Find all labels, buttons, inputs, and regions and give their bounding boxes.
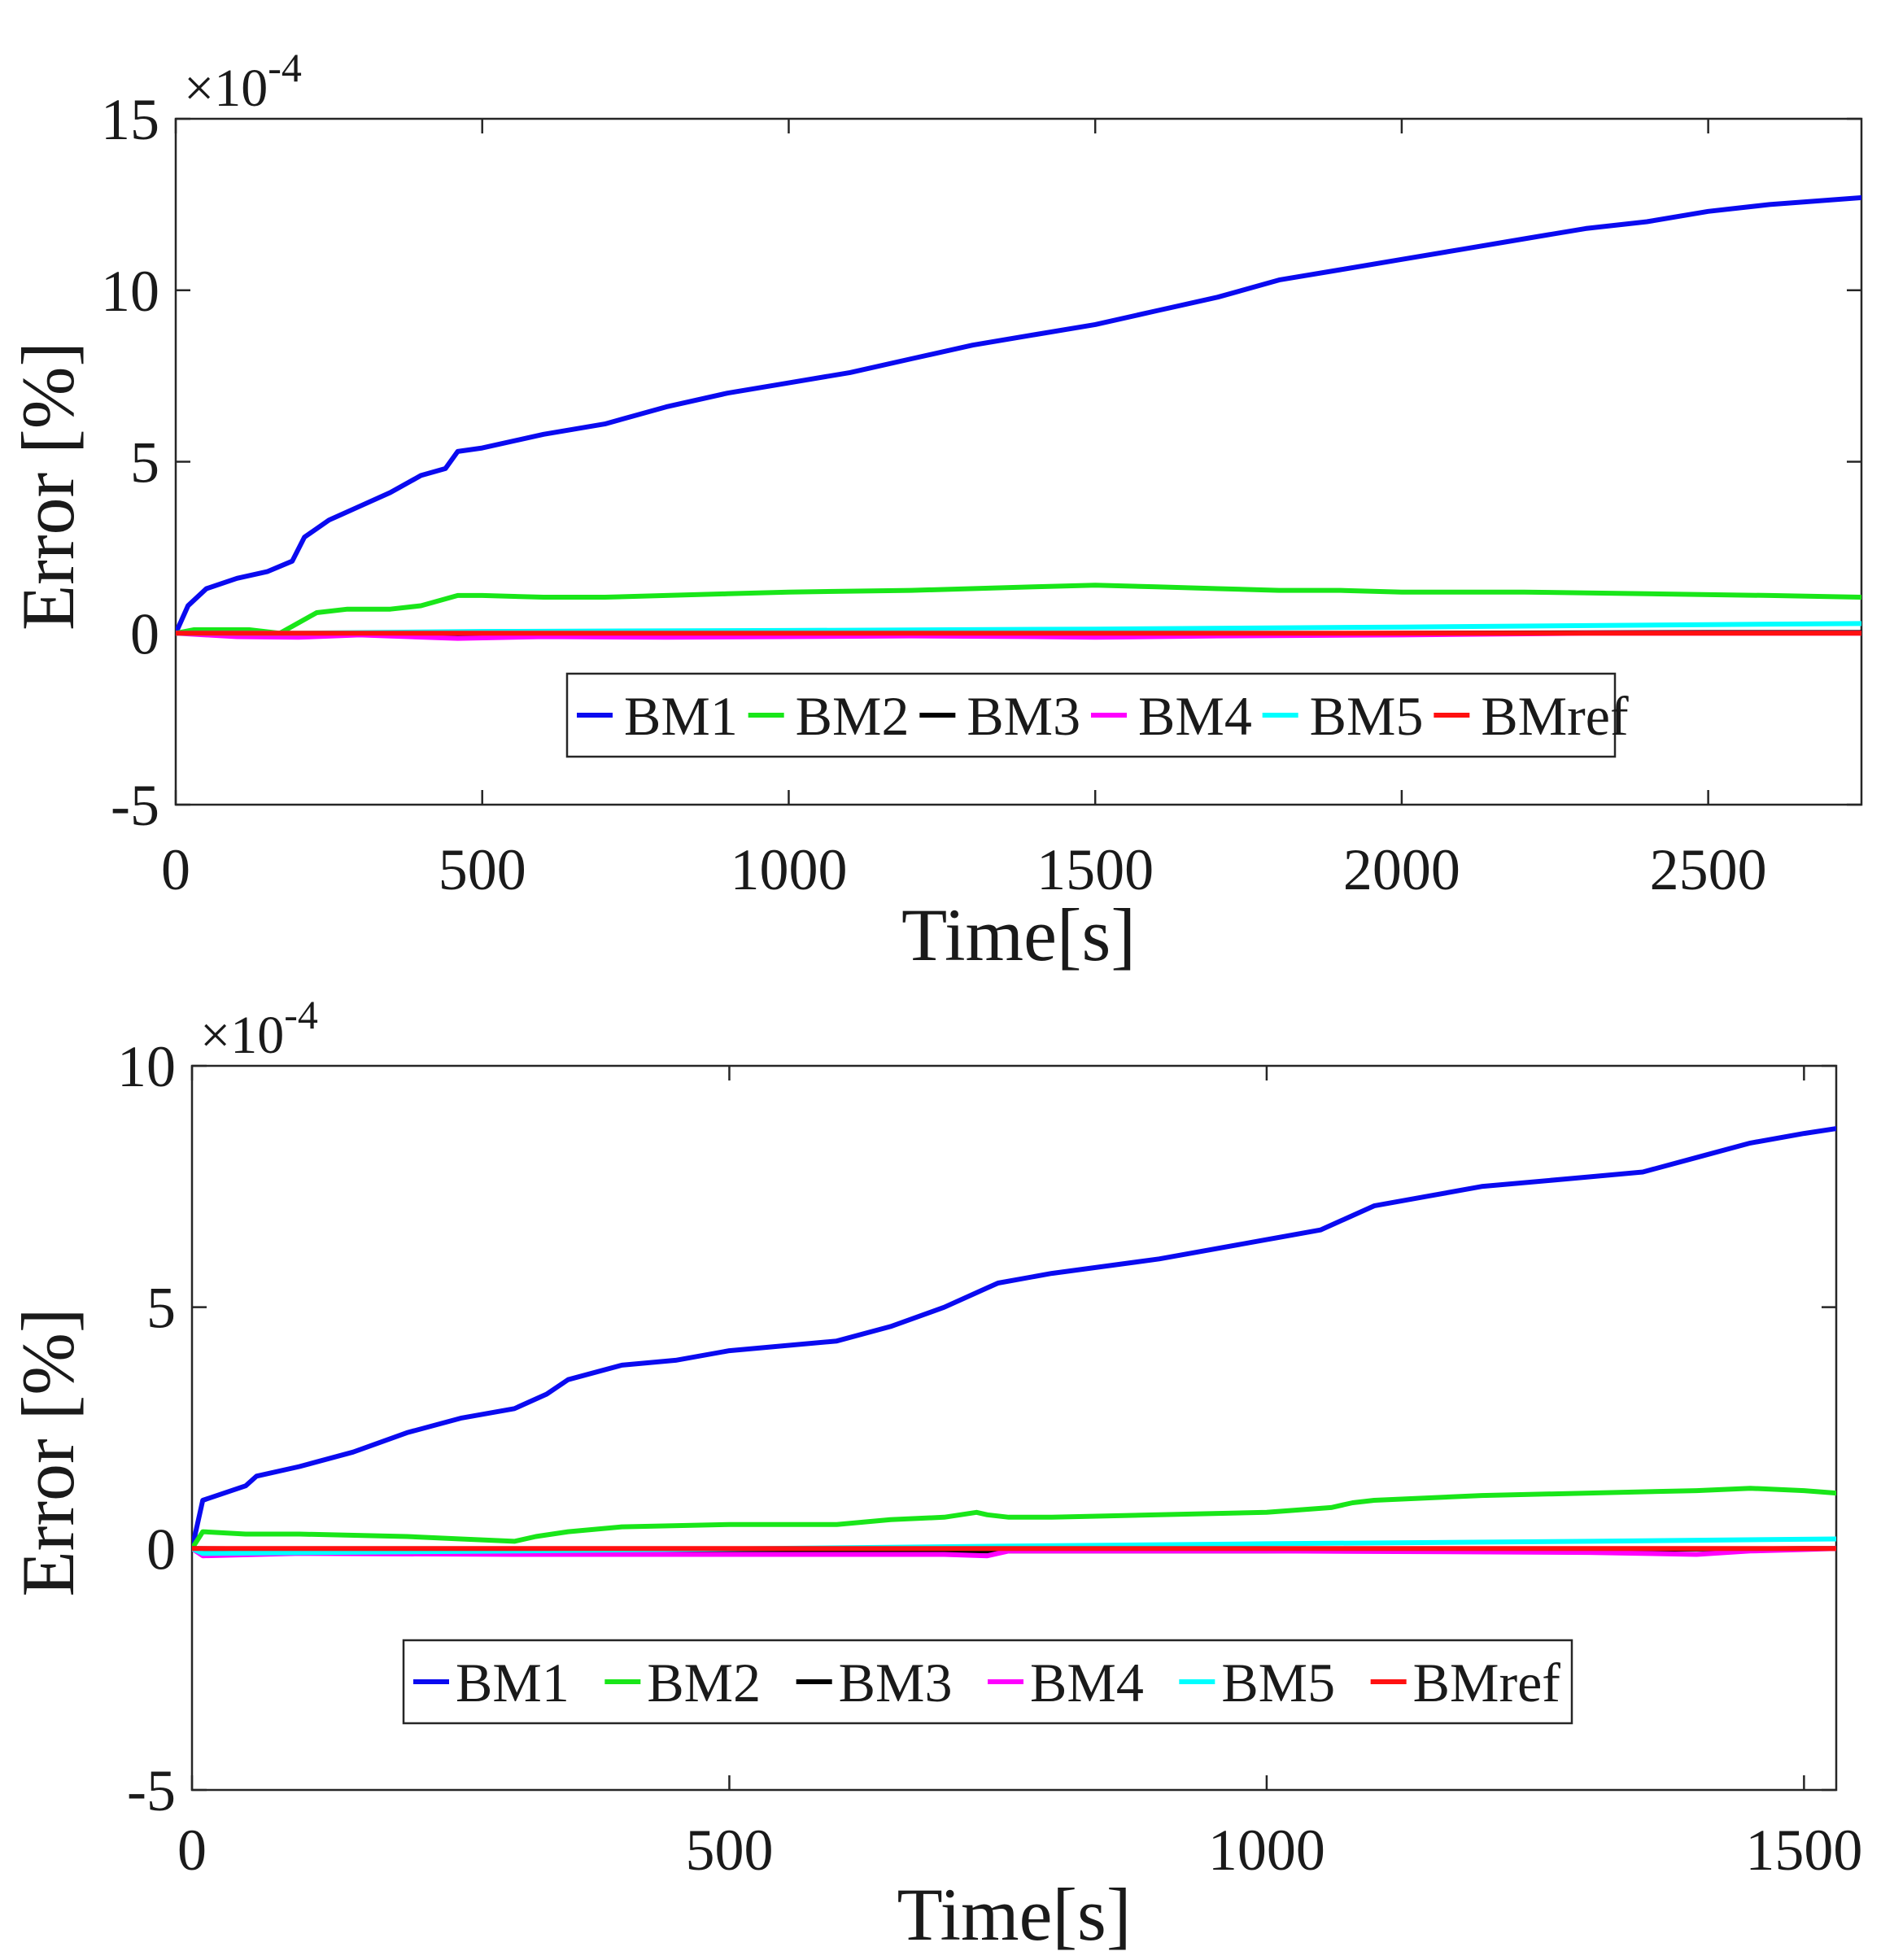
- series-line-bm1: [192, 1126, 1836, 1552]
- x-tick-label: 0: [161, 837, 190, 902]
- x-tick-label: 2000: [1343, 837, 1460, 902]
- x-axis-title: Time[s]: [901, 893, 1136, 976]
- legend-label-bm4: BM4: [1138, 685, 1252, 747]
- y-multiplier-label: ×10-4: [200, 992, 318, 1065]
- y-tick-label: 10: [101, 259, 159, 324]
- series-line-bm2: [176, 583, 1861, 636]
- legend-label-bmref: BMref: [1481, 685, 1629, 747]
- y-multiplier-exponent: -4: [284, 992, 318, 1037]
- legend-label-bm1: BM1: [456, 1652, 570, 1713]
- x-tick-label: 1500: [1036, 837, 1154, 902]
- series-line-bm2: [192, 1486, 1836, 1552]
- top-chart: 0 500 1000 1500 2000 2500-5051015Time[s]Error…: [7, 45, 1863, 976]
- legend: BM1 BM2 BM3 BM4 BM5 BMref: [565, 672, 1629, 758]
- x-tick-label: 1000: [1208, 1818, 1325, 1883]
- x-tick-label: 0: [177, 1818, 207, 1883]
- series-line-bm1: [176, 194, 1861, 636]
- x-tick-label: 500: [439, 837, 526, 902]
- legend-label-bm4: BM4: [1030, 1652, 1144, 1713]
- y-multiplier-base: ×10: [200, 1006, 284, 1065]
- legend-label-bm3: BM3: [967, 685, 1080, 747]
- y-multiplier-base: ×10: [184, 59, 268, 118]
- y-multiplier-label: ×10-4: [184, 45, 302, 118]
- legend: BM1 BM2 BM3 BM4 BM5 BMref: [402, 1639, 1573, 1725]
- y-axis-title: Error [%]: [7, 1307, 89, 1596]
- y-tick-label: 5: [146, 1276, 176, 1341]
- x-tick-label: 500: [685, 1818, 773, 1883]
- y-tick-label: 5: [130, 430, 159, 495]
- plot-area: [192, 1126, 1836, 1559]
- y-tick-label: -5: [111, 773, 159, 838]
- legend-label-bm5: BM5: [1310, 685, 1424, 747]
- y-axis-title: Error [%]: [7, 342, 89, 631]
- x-tick-label: 2500: [1650, 837, 1767, 902]
- x-tick-label: 1500: [1745, 1818, 1862, 1883]
- legend-label-bm5: BM5: [1221, 1652, 1335, 1713]
- y-tick-label: 0: [146, 1517, 176, 1582]
- y-tick-label: 10: [117, 1034, 176, 1099]
- y-tick-label: 15: [101, 87, 159, 152]
- legend-label-bmref: BMref: [1413, 1652, 1561, 1713]
- y-tick-label: 0: [130, 601, 159, 666]
- legend-label-bm3: BM3: [839, 1652, 953, 1713]
- legend-label-bm2: BM2: [796, 685, 910, 747]
- legend-label-bm1: BM1: [624, 685, 738, 747]
- x-axis-title: Time[s]: [897, 1873, 1132, 1956]
- x-tick-label: 1000: [730, 837, 847, 902]
- y-multiplier-exponent: -4: [268, 45, 302, 90]
- legend-label-bm2: BM2: [647, 1652, 761, 1713]
- y-tick-label: -5: [127, 1758, 176, 1823]
- plot-area: [176, 194, 1861, 641]
